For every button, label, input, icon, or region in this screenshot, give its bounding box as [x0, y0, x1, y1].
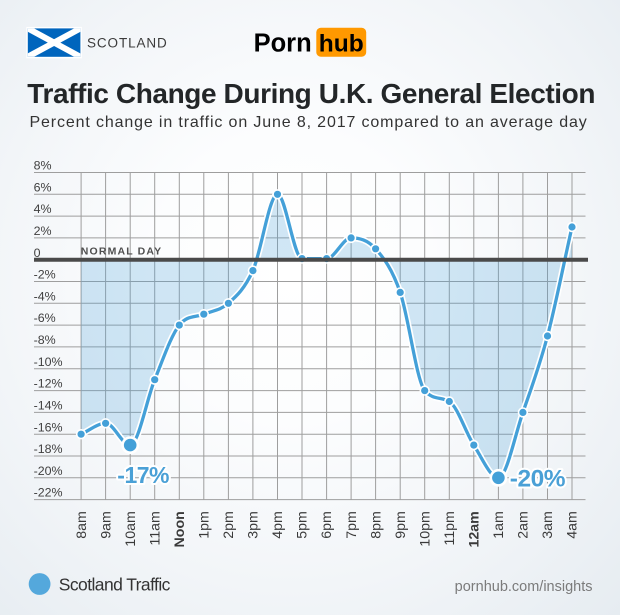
svg-text:-14%: -14%: [34, 399, 63, 413]
svg-text:Traffic Change During U.K. Gen: Traffic Change During U.K. General Elect…: [27, 78, 595, 109]
svg-text:0: 0: [34, 246, 41, 260]
svg-text:-12%: -12%: [34, 377, 63, 391]
svg-text:3am: 3am: [540, 511, 556, 539]
svg-text:2am: 2am: [516, 511, 532, 539]
svg-text:-18%: -18%: [34, 442, 63, 456]
svg-text:7pm: 7pm: [344, 511, 360, 539]
svg-text:5pm: 5pm: [295, 511, 311, 539]
svg-text:-20%: -20%: [34, 464, 63, 478]
svg-text:1am: 1am: [491, 511, 507, 539]
svg-text:-4%: -4%: [34, 289, 56, 303]
svg-text:-22%: -22%: [34, 486, 63, 500]
svg-text:2pm: 2pm: [221, 511, 237, 539]
svg-text:6pm: 6pm: [319, 511, 335, 539]
svg-text:4pm: 4pm: [270, 511, 286, 539]
svg-text:4am: 4am: [565, 511, 581, 539]
svg-text:Noon: Noon: [172, 511, 188, 547]
svg-text:9am: 9am: [98, 511, 114, 539]
svg-text:12am: 12am: [467, 511, 483, 547]
svg-text:10am: 10am: [123, 511, 139, 547]
svg-text:Porn: Porn: [254, 30, 312, 58]
svg-text:-16%: -16%: [34, 420, 63, 434]
svg-text:Percent change in traffic on J: Percent change in traffic on June 8, 201…: [30, 114, 588, 131]
svg-text:8pm: 8pm: [368, 511, 384, 539]
svg-text:3pm: 3pm: [246, 511, 262, 539]
svg-text:hub: hub: [319, 31, 364, 58]
svg-text:1pm: 1pm: [197, 511, 213, 539]
svg-text:6%: 6%: [34, 180, 52, 194]
svg-text:10pm: 10pm: [417, 511, 433, 547]
svg-text:SCOTLAND: SCOTLAND: [87, 35, 168, 50]
svg-text:-8%: -8%: [34, 333, 56, 347]
svg-text:2%: 2%: [34, 224, 52, 238]
svg-text:NORMAL DAY: NORMAL DAY: [81, 246, 163, 258]
svg-text:-6%: -6%: [34, 311, 56, 325]
svg-text:8am: 8am: [74, 511, 90, 539]
svg-text:pornhub.com/insights: pornhub.com/insights: [455, 579, 593, 595]
svg-text:4%: 4%: [34, 202, 52, 216]
svg-text:11am: 11am: [147, 511, 163, 545]
svg-text:9pm: 9pm: [393, 511, 409, 539]
svg-text:8%: 8%: [34, 159, 52, 173]
svg-text:-20%: -20%: [510, 465, 566, 492]
svg-text:Scotland Traffic: Scotland Traffic: [59, 575, 171, 595]
svg-text:-2%: -2%: [34, 268, 56, 282]
svg-text:-10%: -10%: [34, 355, 63, 369]
svg-text:11pm: 11pm: [442, 511, 458, 545]
svg-text:-17%: -17%: [117, 462, 169, 488]
